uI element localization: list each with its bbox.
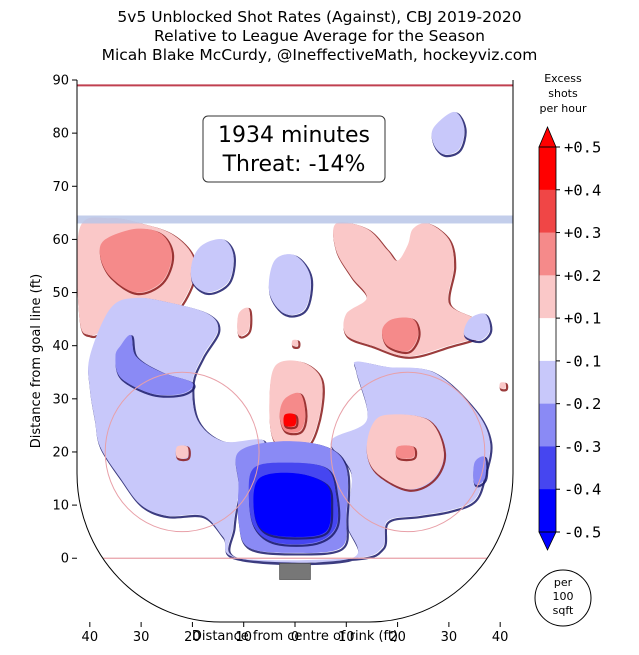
colorbar-tick-label: +0.5 <box>564 139 601 157</box>
colorbar-tick-label: -0.5 <box>564 524 601 542</box>
colorbar-segment <box>539 403 556 447</box>
heatmap-region <box>190 238 234 293</box>
annotation-box <box>202 115 386 183</box>
annotation-minutes: 1934 minutes <box>218 123 370 148</box>
colorbar-segment <box>539 318 556 362</box>
heatmap-region <box>395 445 415 459</box>
colorbar-segment <box>539 489 556 533</box>
colorbar-segment <box>539 189 556 234</box>
x-tick-label: 30 <box>133 630 150 645</box>
heatmap-region <box>431 111 465 155</box>
colorbar-tick-label: +0.1 <box>564 310 601 328</box>
heatmap-region <box>175 445 189 459</box>
badge-circle <box>534 569 592 627</box>
colorbar-tick-label: +0.4 <box>564 181 601 199</box>
goal-net <box>279 563 311 580</box>
y-tick-label: 80 <box>52 127 69 142</box>
x-tick-label: 30 <box>441 630 458 645</box>
badge-text: sqft <box>553 604 574 617</box>
colorbar: +0.5 +0.4 +0.3 +0.2 +0.1 -0.1 -0.2 -0.3 -0.4 -0.5… <box>534 72 601 627</box>
annotation-threat: Threat: -14% <box>222 152 366 177</box>
y-axis-label: Distance from goal line (ft) <box>29 274 44 448</box>
y-tick-label: 40 <box>52 339 69 354</box>
axes: 0 10 20 30 40 50 60 70 80 90 40 30 20 10 0 10 20 30 40 Dist… <box>29 74 508 646</box>
heatmap-region <box>268 254 311 315</box>
heatmap-region <box>88 297 491 563</box>
x-tick-label: 20 <box>184 630 201 645</box>
heatmap-region <box>283 413 297 427</box>
threat-annotation: 1934 minutes Threat: -14% <box>202 115 386 183</box>
colorbar-segment <box>539 275 556 319</box>
x-tick-label: 40 <box>82 630 99 645</box>
x-tick-label: 10 <box>338 630 355 645</box>
x-tick-label: 10 <box>235 630 252 645</box>
heatmap-region <box>253 472 331 537</box>
heatmap-region <box>99 228 172 293</box>
colorbar-tick-label: +0.2 <box>564 267 601 285</box>
badge-text: 100 <box>553 590 574 603</box>
y-tick-label: 10 <box>52 499 69 514</box>
y-tick-label: 20 <box>52 445 69 460</box>
heatmap-region <box>115 334 194 396</box>
colorbar-title-line: shots <box>548 87 578 100</box>
blue-line <box>77 215 513 224</box>
heatmap-region <box>499 382 506 389</box>
heatmap-region <box>473 456 487 485</box>
colorbar-bottom-arrow <box>538 531 557 551</box>
faceoff-circle-left <box>104 371 260 533</box>
x-axis-label: Distance from centre of rink (ft) <box>192 629 398 644</box>
chart-subtitle: Relative to League Average for the Seaso… <box>154 27 485 45</box>
chart-title: 5v5 Unblocked Shot Rates (Against), CBJ … <box>117 8 522 26</box>
y-tick-label: 60 <box>52 233 69 248</box>
chart-credit: Micah Blake McCurdy, @IneffectiveMath, h… <box>101 46 538 64</box>
x-tick-label: 0 <box>291 630 299 645</box>
badge-text: per <box>554 576 573 589</box>
x-tick-label: 20 <box>389 630 406 645</box>
y-tick-label: 90 <box>52 74 69 89</box>
heatmap-regions <box>77 84 513 580</box>
colorbar-tick-label: -0.2 <box>564 395 601 413</box>
colorbar-tick-label: -0.4 <box>564 481 601 499</box>
colorbar-title-line: Excess <box>544 72 582 85</box>
heatmap-region <box>237 307 251 336</box>
colorbar-segment <box>539 360 556 405</box>
colorbar-segment <box>539 446 556 490</box>
heatmap-region <box>291 339 299 347</box>
y-tick-label: 30 <box>52 392 69 407</box>
colorbar-segment <box>539 147 556 191</box>
heatmap-region <box>333 222 482 357</box>
colorbar-top-arrow <box>538 125 557 148</box>
colorbar-frame <box>538 146 557 533</box>
rink-plot: 1934 minutes Threat: -14% <box>76 80 514 623</box>
y-tick-label: 50 <box>52 286 69 301</box>
colorbar-title-line: per hour <box>540 102 587 115</box>
colorbar-tick-label: -0.3 <box>564 438 601 456</box>
faceoff-circle-right <box>330 371 486 533</box>
y-tick-label: 70 <box>52 180 69 195</box>
colorbar-segment <box>539 232 556 276</box>
heatmap-region <box>463 313 491 341</box>
y-tick-label: 0 <box>61 552 69 567</box>
colorbar-tick-label: -0.1 <box>564 352 601 370</box>
colorbar-tick-label: +0.3 <box>564 224 601 242</box>
heatmap-region <box>381 317 419 352</box>
x-tick-label: 40 <box>492 630 509 645</box>
